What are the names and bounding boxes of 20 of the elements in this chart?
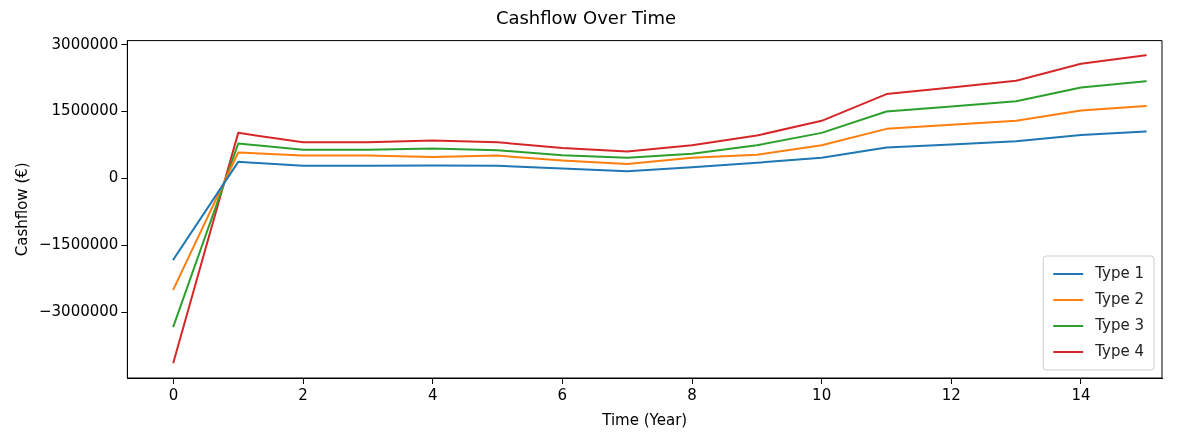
- legend-label: Type 2: [1094, 289, 1144, 308]
- y-tick-label: 3000000: [51, 34, 119, 53]
- chart-title: Cashflow Over Time: [495, 7, 677, 29]
- x-tick-label: 0: [168, 385, 179, 404]
- x-tick-label: 8: [687, 385, 697, 404]
- x-tick-label: 12: [941, 385, 961, 404]
- x-tick-label: 2: [298, 385, 308, 404]
- x-axis-title: Time (Year): [601, 410, 688, 429]
- legend-label: Type 1: [1094, 263, 1144, 282]
- legend-label: Type 3: [1094, 315, 1144, 334]
- y-axis-title: Cashflow (€): [12, 162, 31, 257]
- legend-label: Type 4: [1094, 341, 1144, 360]
- x-tick-label: 4: [427, 385, 438, 404]
- y-tick-label: −1500000: [39, 235, 119, 254]
- x-tick-label: 10: [812, 385, 832, 404]
- y-tick-label: −3000000: [39, 301, 119, 320]
- y-tick-label: 0: [108, 168, 119, 187]
- y-tick-label: 1500000: [51, 101, 119, 120]
- x-tick-label: 14: [1071, 385, 1091, 404]
- x-tick-label: 6: [557, 385, 568, 404]
